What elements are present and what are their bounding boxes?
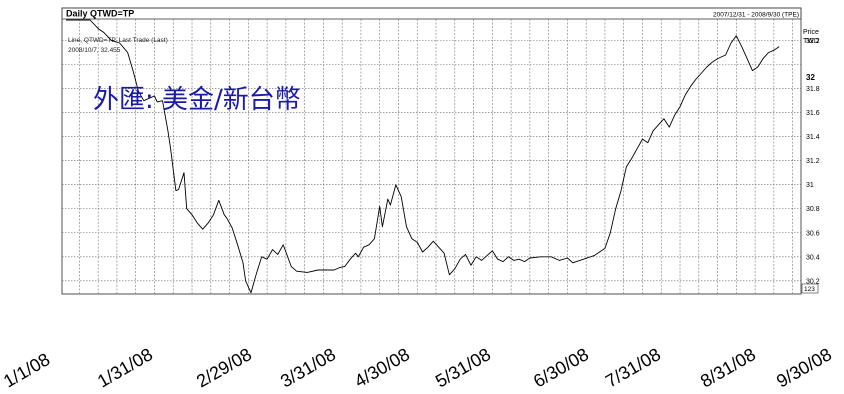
- y-tick-label: 30.6: [806, 230, 820, 237]
- chart-date-range: 2007/12/31 - 2008/9/30 (TPE): [713, 12, 799, 19]
- y-tick-labels: 30.2 30.4 30.6 30.8 31 31.2 31.4 31.6 31.8 32.2: [806, 38, 820, 285]
- y-tick-label: 31.8: [806, 86, 820, 93]
- chart-title: Daily QTWD=TP: [66, 9, 134, 19]
- price-axis-label: Price: [803, 29, 819, 36]
- legend-last-value: 2008/10/7, 32.455: [68, 47, 121, 54]
- legend-series-desc: Line, QTWD=TP, Last Trade (Last): [68, 37, 168, 44]
- vertical-gridlines: [79, 19, 793, 294]
- last-value-label: 32: [806, 73, 815, 82]
- y-tick-label: 31.6: [806, 110, 820, 117]
- bottom-right-label: 123: [804, 286, 815, 293]
- y-tick-label: 31.4: [806, 134, 820, 141]
- y-tick-label: 31: [806, 182, 814, 189]
- chart-frame: [61, 7, 802, 295]
- y-tick-label: 32.2: [806, 38, 820, 45]
- y-tick-label: 31.2: [806, 158, 820, 165]
- overlay-title: 外匯: 美金/新台幣: [93, 85, 301, 115]
- y-tick-label: 30.8: [806, 206, 820, 213]
- y-tick-label: 30.2: [806, 278, 820, 285]
- currency-axis-label: TWD: [803, 38, 819, 45]
- y-tick-label: 30.4: [806, 254, 820, 261]
- bottom-right-box: [801, 283, 819, 294]
- series-line-qtwd: [66, 19, 780, 294]
- horizontal-gridlines: [62, 40, 801, 282]
